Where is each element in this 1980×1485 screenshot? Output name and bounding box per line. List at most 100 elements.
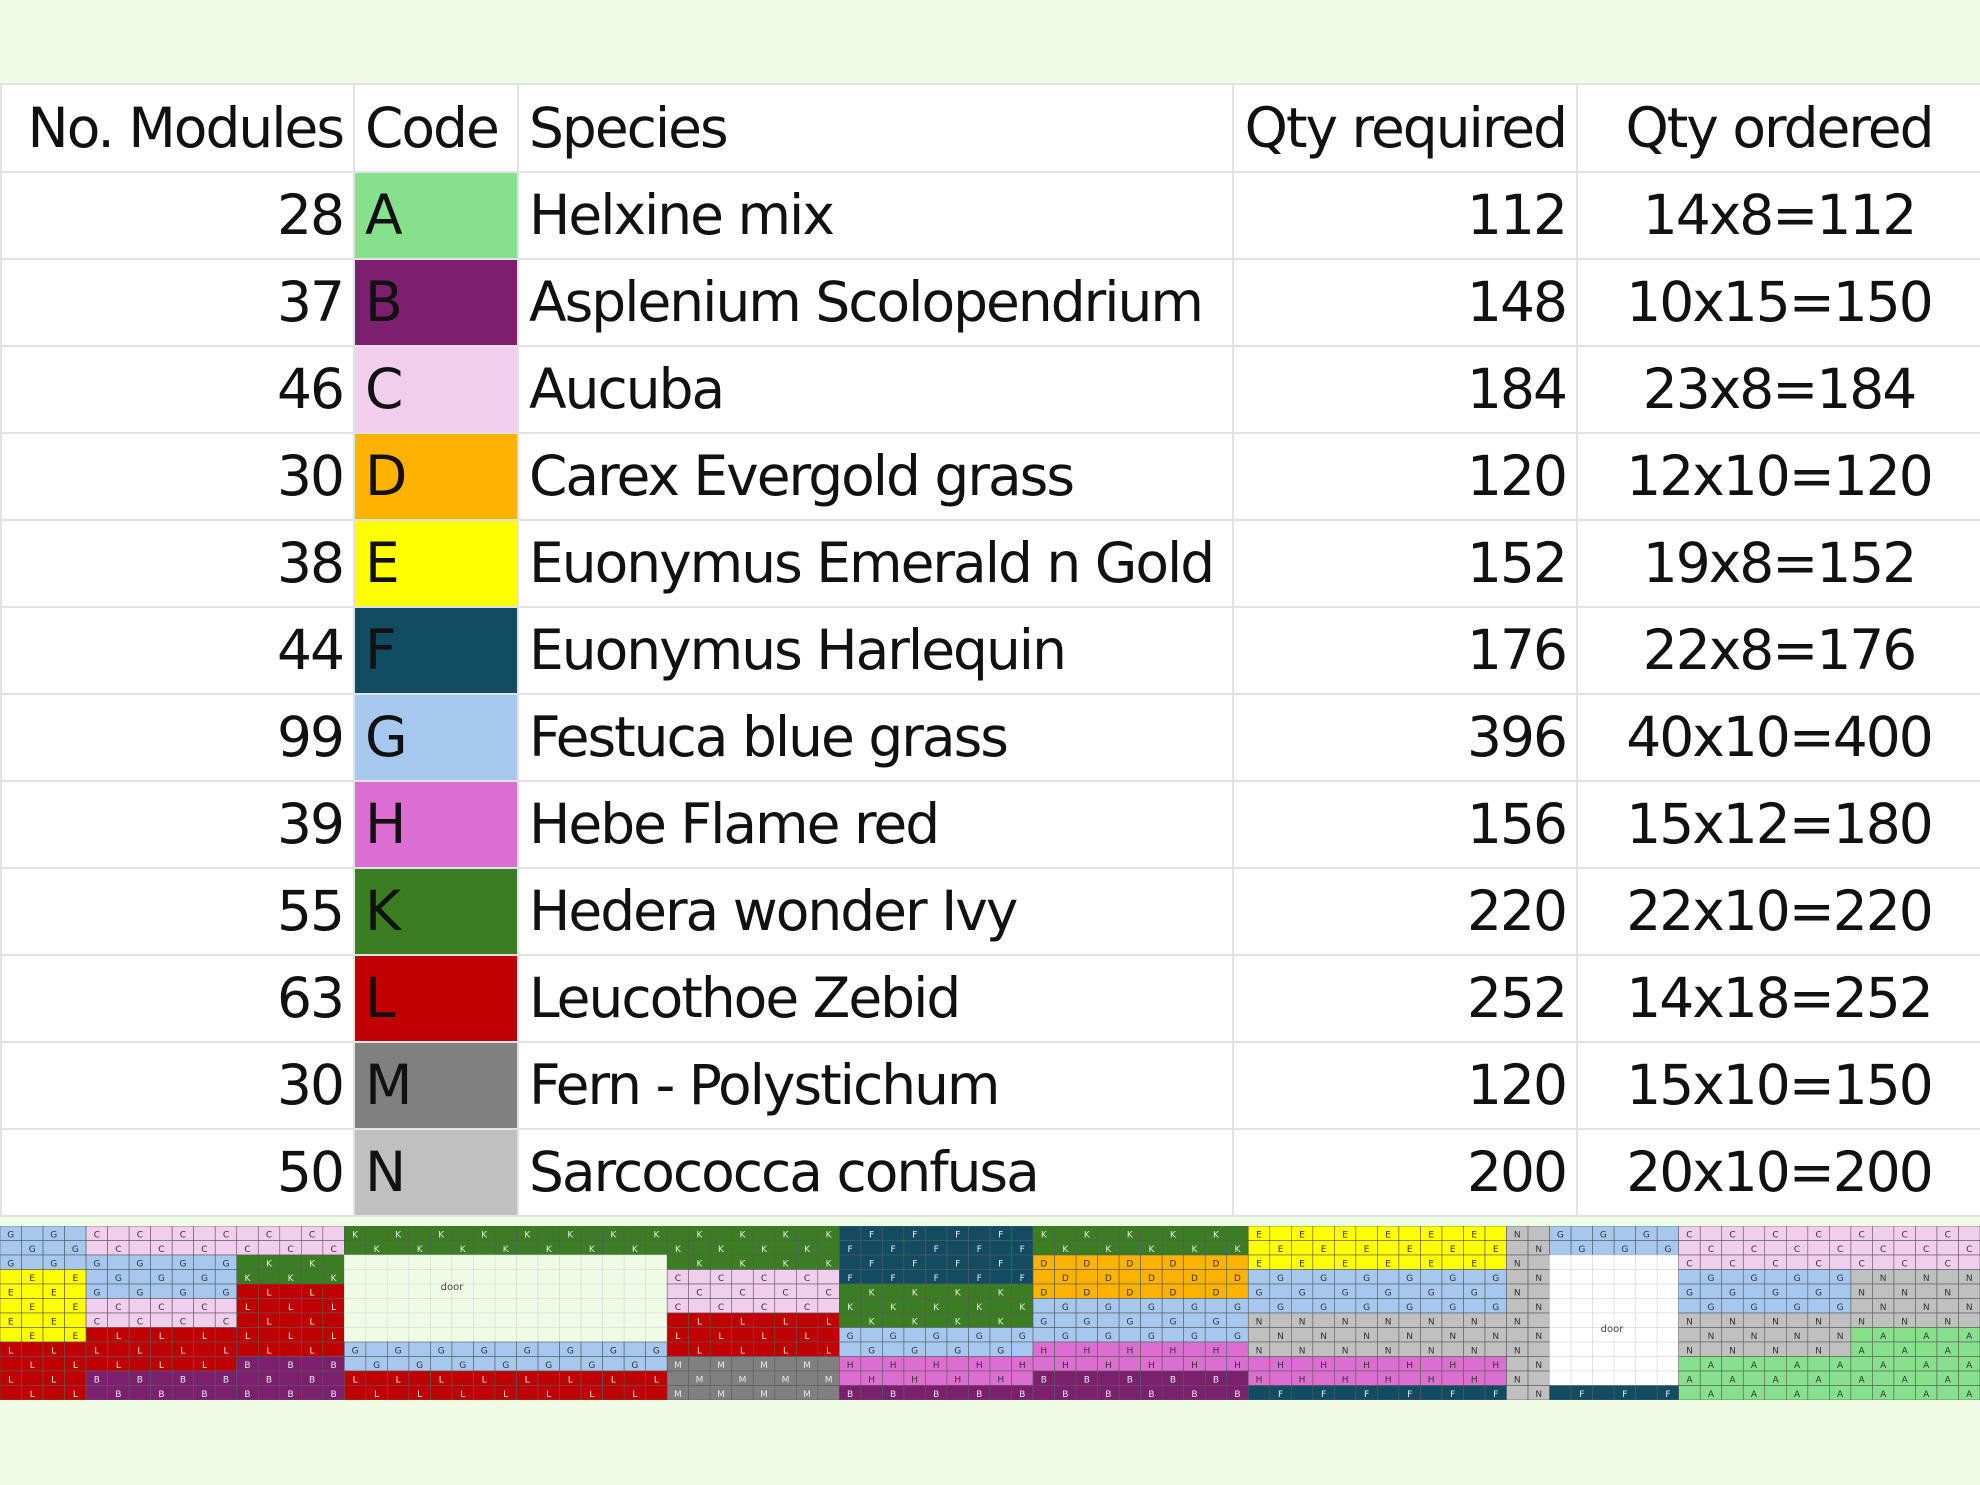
module-cell (537, 1298, 560, 1314)
species-cell[interactable]: Leucothoe Zebid (517, 954, 1234, 1043)
module-code-label: L (267, 1288, 272, 1298)
modules-cell[interactable]: 39 (0, 780, 355, 869)
module-code-label: G (1363, 1274, 1370, 1284)
qty-ordered-cell[interactable]: 15x12=180 (1576, 780, 1980, 869)
qty-ordered-cell[interactable]: 22x8=176 (1576, 606, 1980, 695)
module-code-label: E (29, 1332, 35, 1342)
modules-cell[interactable]: 28 (0, 171, 355, 260)
code-cell[interactable]: E (353, 519, 519, 608)
module-cell (1721, 1327, 1744, 1343)
module-cell (1334, 1269, 1357, 1285)
species-cell[interactable]: Euonymus Harlequin (517, 606, 1234, 695)
species-cell[interactable]: Fern - Polystichum (517, 1041, 1234, 1130)
module-cell (1549, 1269, 1572, 1285)
module-cell (1829, 1226, 1852, 1241)
code-cell[interactable]: B (353, 258, 519, 347)
module-code-label: C (675, 1303, 681, 1313)
qty-required-cell[interactable]: 152 (1232, 519, 1578, 608)
species-cell[interactable]: Sarcococca confusa (517, 1128, 1234, 1217)
module-cell (1011, 1254, 1034, 1270)
qty-ordered-cell[interactable]: 22x10=220 (1576, 867, 1980, 956)
planting-map: G G C C C C C C K K K K K K K K K K K K F F F F K K K K K E E E E E E N G G G C… (0, 1226, 1980, 1400)
module-cell (1355, 1226, 1378, 1241)
species-cell[interactable]: Asplenium Scolopendrium (517, 258, 1234, 347)
qty-required-cell[interactable]: 200 (1232, 1128, 1578, 1217)
qty-ordered-cell[interactable]: 14x8=112 (1576, 171, 1980, 260)
qty-required-cell[interactable]: 396 (1232, 693, 1578, 782)
module-cell (1786, 1226, 1809, 1241)
module-code-label: G (179, 1288, 186, 1298)
code-cell[interactable]: K (353, 867, 519, 956)
module-cell (344, 1283, 367, 1299)
species-cell[interactable]: Helxine mix (517, 171, 1234, 260)
code-cell[interactable]: N (353, 1128, 519, 1217)
modules-cell[interactable]: 44 (0, 606, 355, 695)
qty-required-cell[interactable]: 220 (1232, 867, 1578, 956)
module-cell (946, 1385, 969, 1400)
qty-ordered-cell[interactable]: 10x15=150 (1576, 258, 1980, 347)
qty-required-cell[interactable]: 252 (1232, 954, 1578, 1043)
qty-required-cell[interactable]: 120 (1232, 432, 1578, 521)
qty-ordered-cell[interactable]: 12x10=120 (1576, 432, 1980, 521)
module-cell (430, 1312, 453, 1328)
code-cell[interactable]: D (353, 432, 519, 521)
table-row: 99 G Festuca blue grass 396 40x10=400 (0, 693, 1980, 782)
code-cell[interactable]: G (353, 693, 519, 782)
species-cell[interactable]: Hedera wonder Ivy (517, 867, 1234, 956)
module-code-label: H (997, 1375, 1004, 1385)
qty-required-cell[interactable]: 184 (1232, 345, 1578, 434)
module-code-label: A (1729, 1375, 1736, 1385)
modules-cell[interactable]: 63 (0, 954, 355, 1043)
module-code-label: G (631, 1361, 638, 1371)
qty-ordered-cell[interactable]: 40x10=400 (1576, 693, 1980, 782)
qty-ordered-cell[interactable]: 19x8=152 (1576, 519, 1980, 608)
module-cell (494, 1312, 517, 1328)
module-cell (968, 1283, 991, 1299)
module-cell (559, 1385, 582, 1400)
qty-ordered-cell[interactable]: 14x18=252 (1576, 954, 1980, 1043)
qty-required-cell[interactable]: 112 (1232, 171, 1578, 260)
modules-cell[interactable]: 30 (0, 432, 355, 521)
modules-cell[interactable]: 30 (0, 1041, 355, 1130)
qty-ordered-cell[interactable]: 15x10=150 (1576, 1041, 1980, 1130)
module-cell (236, 1254, 259, 1270)
code-cell[interactable]: C (353, 345, 519, 434)
qty-ordered-cell[interactable]: 23x8=184 (1576, 345, 1980, 434)
code-cell[interactable]: A (353, 171, 519, 260)
modules-cell[interactable]: 99 (0, 693, 355, 782)
qty-required-cell[interactable]: 156 (1232, 780, 1578, 869)
module-cell (1742, 1370, 1766, 1386)
header-code[interactable]: Code (353, 83, 519, 173)
module-cell (946, 1269, 969, 1285)
qty-required-cell[interactable]: 120 (1232, 1041, 1578, 1130)
qty-required-cell[interactable]: 148 (1232, 258, 1578, 347)
modules-cell[interactable]: 50 (0, 1128, 355, 1217)
species-cell[interactable]: Euonymus Emerald n Gold (517, 519, 1234, 608)
code-cell[interactable]: F (353, 606, 519, 695)
modules-cell[interactable]: 46 (0, 345, 355, 434)
species-cell[interactable]: Festuca blue grass (517, 693, 1234, 782)
header-modules[interactable]: No. Modules (0, 83, 355, 173)
module-cell (795, 1226, 819, 1241)
module-cell (1570, 1341, 1593, 1357)
table-row: 38 E Euonymus Emerald n Gold 152 19x8=152 (0, 519, 1980, 608)
species-cell[interactable]: Carex Evergold grass (517, 432, 1234, 521)
qty-ordered-cell[interactable]: 20x10=200 (1576, 1128, 1980, 1217)
species-cell[interactable]: Aucuba (517, 345, 1234, 434)
qty-required-cell[interactable]: 176 (1232, 606, 1578, 695)
module-cell (1699, 1283, 1723, 1299)
module-code-label: D (1126, 1259, 1133, 1269)
module-code-label: G (868, 1346, 875, 1356)
code-cell[interactable]: H (353, 780, 519, 869)
code-cell[interactable]: L (353, 954, 519, 1043)
module-cell (1764, 1385, 1787, 1400)
modules-cell[interactable]: 38 (0, 519, 355, 608)
header-qty-ordered[interactable]: Qty ordered (1576, 83, 1980, 173)
modules-cell[interactable]: 55 (0, 867, 355, 956)
code-cell[interactable]: M (353, 1041, 519, 1130)
header-species[interactable]: Species (517, 83, 1234, 173)
module-code-label: L (805, 1332, 810, 1342)
modules-cell[interactable]: 37 (0, 258, 355, 347)
species-cell[interactable]: Hebe Flame red (517, 780, 1234, 869)
header-qty-required[interactable]: Qty required (1232, 83, 1578, 173)
